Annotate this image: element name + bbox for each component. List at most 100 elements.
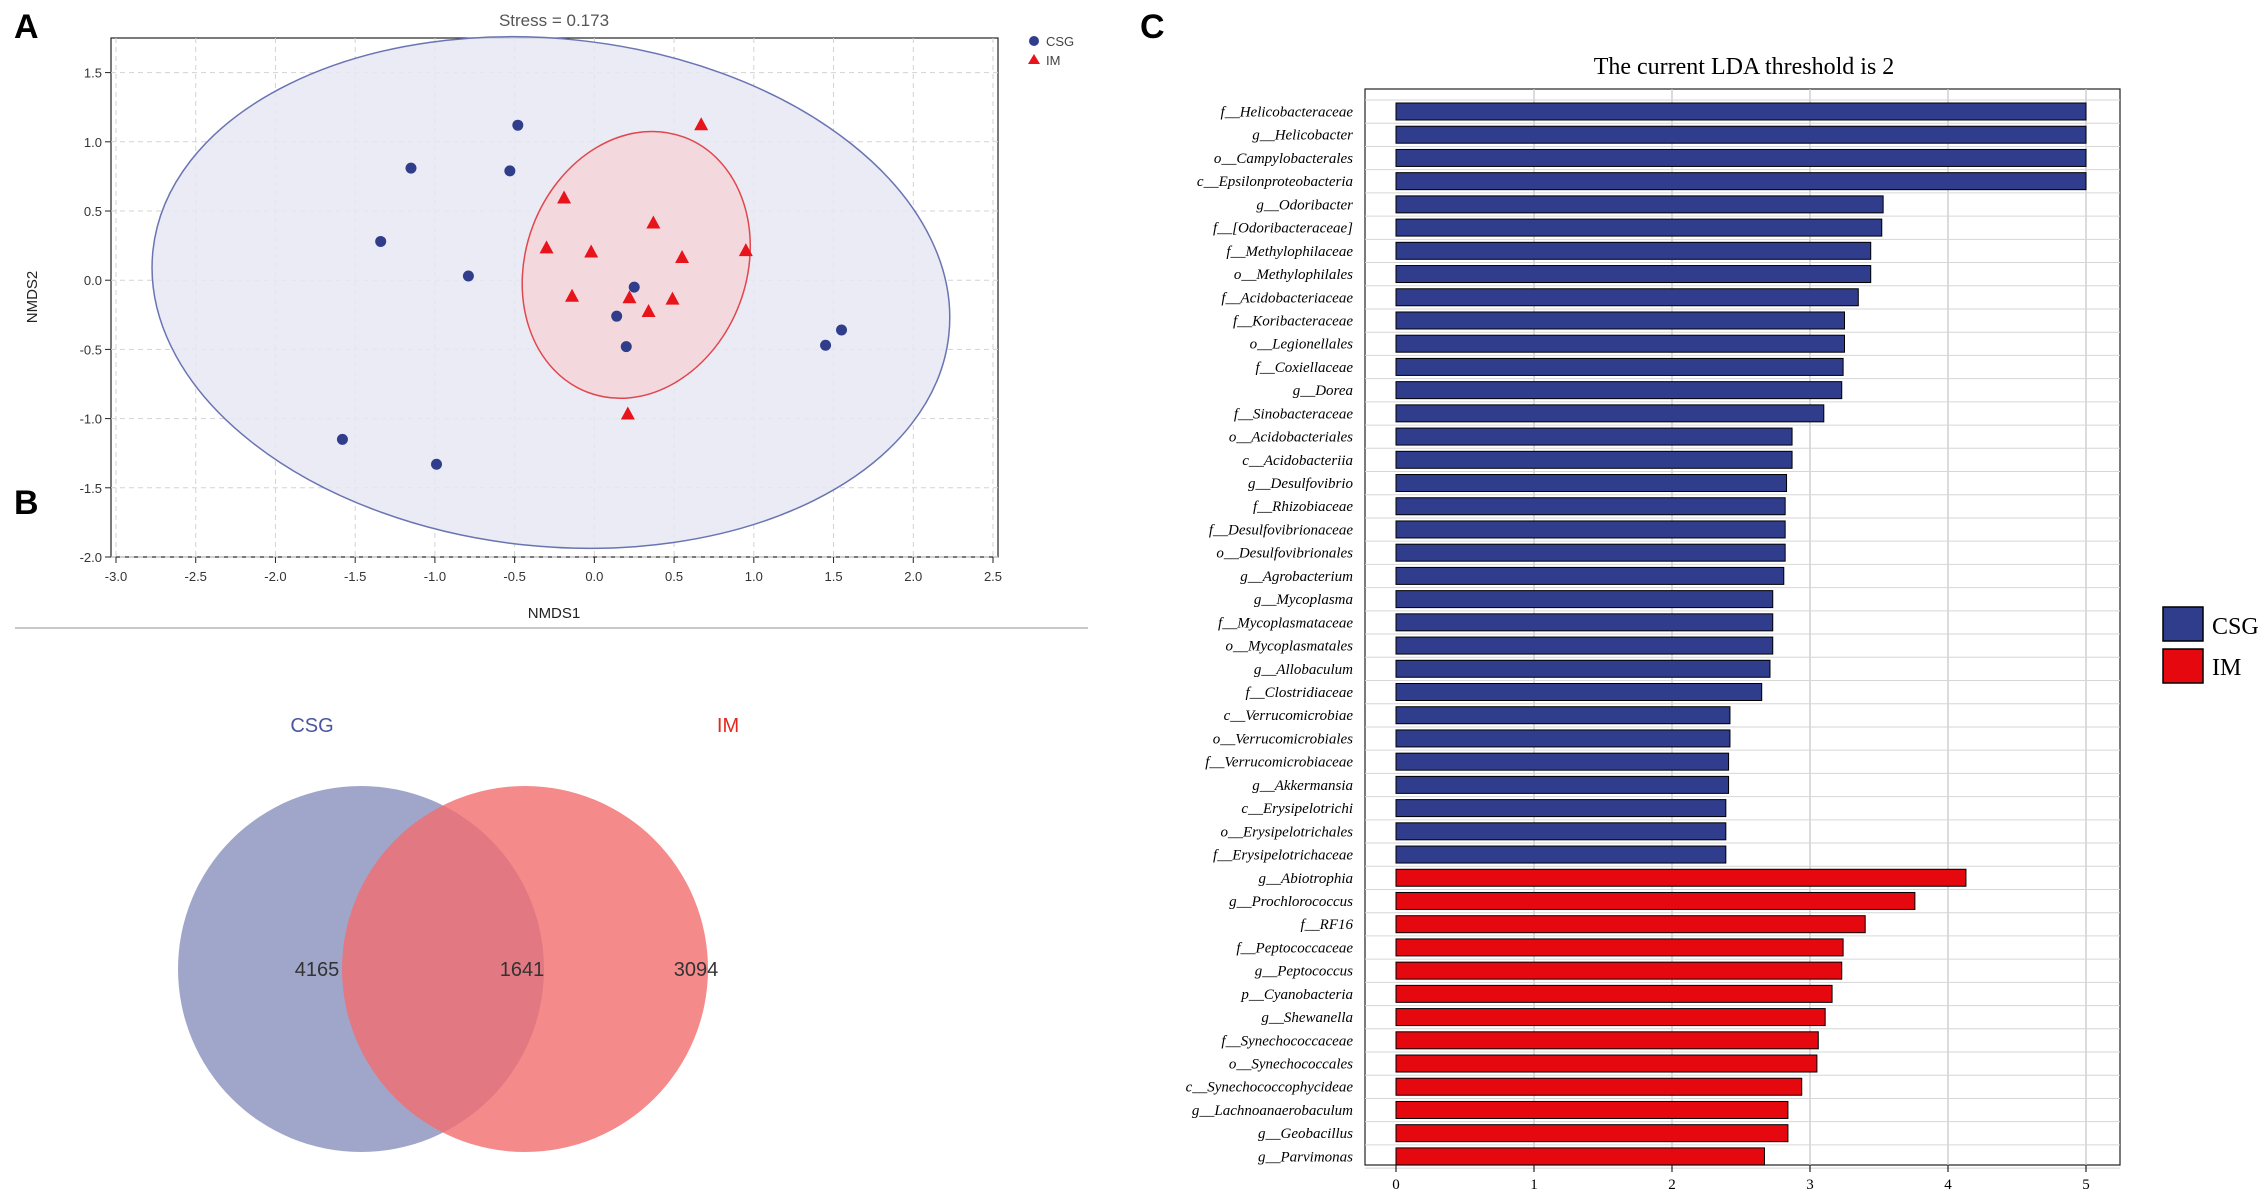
nmds-point-csg: [431, 458, 443, 470]
lda-bar-label: c__Epsilonproteobacteria: [1197, 174, 1353, 190]
nmds-ytick-label: 0.5: [84, 204, 102, 219]
lda-bar-label: f__Peptococcaceae: [1236, 940, 1353, 956]
nmds-ytick-label: -1.5: [80, 481, 102, 496]
nmds-xtick-label: 2.0: [904, 569, 922, 584]
lda-bar-label: g__Mycoplasma: [1254, 592, 1353, 608]
nmds-plot: Stress = 0.173 -3.0 -2.5 -2.0 -1.5 -1.0 -0.5 0…: [24, 11, 1074, 622]
lda-bar-label: f__Synechococcaceae: [1221, 1033, 1353, 1049]
lda-bar-label: f__Sinobacteraceae: [1234, 406, 1353, 422]
lda-bar: [1395, 752, 1730, 771]
lda-bar-label: g__Akkermansia: [1252, 778, 1353, 794]
nmds-point-im: [694, 117, 709, 131]
nmds-xtick-label: -1.5: [344, 569, 366, 584]
lda-bar: [1395, 474, 1788, 493]
lda-bar-label: o__Erysipelotrichales: [1221, 824, 1354, 840]
lda-bar-label: g__Allobaculum: [1254, 662, 1353, 678]
nmds-xtick-label: 1.5: [825, 569, 843, 584]
lda-bar-label: g__Parvimonas: [1258, 1149, 1353, 1165]
lda-bar: [1395, 427, 1793, 446]
lda-bar: [1395, 915, 1866, 934]
lda-bar: [1395, 659, 1771, 678]
lda-bar: [1395, 148, 2087, 167]
lda-bar: [1395, 1031, 1819, 1050]
nmds-ytick-label: -2.0: [80, 550, 102, 565]
lda-bar: [1395, 172, 2087, 191]
lda-bar-label: p__Cyanobacteria: [1240, 987, 1353, 1003]
lda-legend-csg-swatch: [2162, 606, 2204, 642]
lda-xtick-label: 1: [1530, 1177, 1538, 1193]
lda-bar: [1395, 1077, 1803, 1096]
lda-legend-csg-label: CSG: [2212, 614, 2259, 640]
nmds-point-im: [584, 244, 599, 258]
lda-bar: [1395, 543, 1786, 562]
nmds-point-im: [620, 406, 635, 420]
nmds-point-csg: [462, 270, 474, 282]
venn-count-shared: 1641: [500, 959, 545, 981]
lda-bar: [1395, 195, 1884, 214]
lda-bar: [1395, 613, 1774, 632]
lda-bar: [1395, 961, 1843, 980]
lda-bar-label: c__Verrucomicrobiae: [1224, 708, 1354, 724]
lda-xtick-label: 4: [1944, 1177, 1952, 1193]
lda-bar-label: f__Acidobacteriaceae: [1221, 290, 1353, 306]
lda-bar-label: f__RF16: [1301, 917, 1354, 933]
lda-bar: [1395, 1147, 1765, 1166]
lda-bar-label: o__Desulfovibrionales: [1216, 546, 1353, 562]
lda-bar-label: f__Verrucomicrobiaceae: [1205, 755, 1353, 771]
nmds-point-csg: [375, 235, 387, 247]
nmds-legend-im-label: IM: [1046, 53, 1060, 68]
lda-bar-label: g__Helicobacter: [1252, 128, 1353, 144]
nmds-legend-csg-label: CSG: [1046, 34, 1074, 49]
nmds-point-csg: [836, 324, 848, 336]
lda-bar: [1395, 799, 1727, 818]
lda-bar: [1395, 311, 1845, 330]
lda-bar-label: o__Synechococcales: [1229, 1057, 1353, 1073]
nmds-point-csg: [504, 165, 516, 177]
lda-bar-label: c__Synechococcophycideae: [1186, 1080, 1354, 1096]
lda-xtick-label: 0: [1392, 1177, 1400, 1193]
lda-bar-label: o__Methylophilales: [1234, 267, 1353, 283]
nmds-xtick-label: -2.0: [264, 569, 286, 584]
nmds-point-csg: [628, 281, 640, 293]
lda-bar-label: f__Koribacteraceae: [1233, 313, 1353, 329]
lda-bar: [1395, 775, 1730, 794]
nmds-ytick-label: -1.0: [80, 412, 102, 427]
lda-bar: [1395, 102, 2087, 121]
nmds-xtick-label: 0.5: [665, 569, 683, 584]
nmds-title: Stress = 0.173: [499, 11, 609, 30]
lda-bar: [1395, 218, 1883, 237]
panel-letter-c: C: [1140, 8, 1165, 46]
lda-bar: [1395, 706, 1731, 725]
lda-bar: [1395, 729, 1731, 748]
lda-legend-im-swatch: [2162, 648, 2204, 684]
lda-bar: [1395, 497, 1786, 516]
lda-bar-label: o__Campylobacterales: [1214, 151, 1353, 167]
venn-count-csg-only: 4165: [295, 959, 340, 981]
nmds-xlabel: NMDS1: [528, 605, 581, 622]
lda-bar-label: g__Agrobacterium: [1240, 569, 1353, 585]
lda-title: The current LDA threshold is 2: [1594, 54, 1895, 80]
lda-bar: [1395, 1054, 1818, 1073]
lda-bar-label: g__Dorea: [1293, 383, 1353, 399]
nmds-point-im: [557, 190, 572, 204]
lda-bar: [1395, 822, 1727, 841]
lda-bar-label: g__Shewanella: [1261, 1010, 1353, 1026]
lda-bar: [1395, 334, 1845, 353]
lda-bar: [1395, 265, 1872, 284]
nmds-point-im: [565, 288, 580, 302]
venn-diagram: CSG IM 4165 1641 3094: [178, 715, 739, 1152]
lda-bar-label: f__Mycoplasmataceae: [1218, 615, 1353, 631]
lda-bar-label: g__Lachnoanaerobaculum: [1192, 1103, 1353, 1119]
nmds-point-csg: [405, 162, 417, 174]
venn-label-csg: CSG: [290, 715, 333, 737]
lda-bar: [1395, 636, 1774, 655]
lda-bar: [1395, 1008, 1826, 1027]
lda-bar-label: g__Geobacillus: [1258, 1126, 1353, 1142]
lda-bar-label: g__Odoribacter: [1256, 197, 1353, 213]
nmds-point-im: [646, 215, 661, 229]
nmds-legend-im-marker: [1028, 54, 1040, 64]
lda-bar: [1395, 845, 1727, 864]
lda-bar-label: f__Desulfovibrionaceae: [1209, 522, 1353, 538]
nmds-point-im: [539, 240, 554, 254]
